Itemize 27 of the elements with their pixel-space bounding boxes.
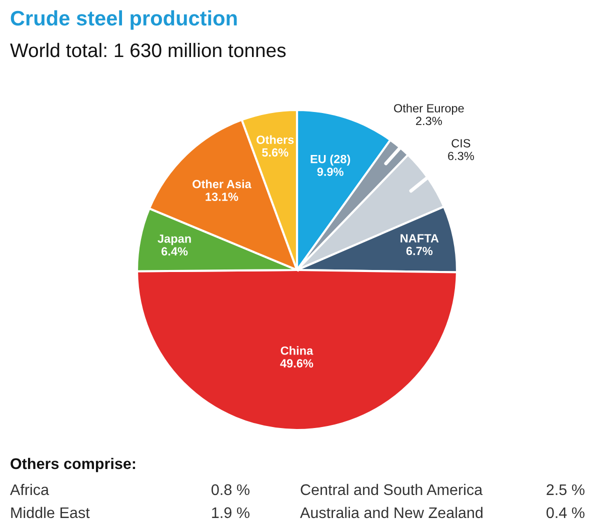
data-label: 6.4% — [162, 247, 188, 256]
data-label: 13.1% — [206, 192, 238, 201]
slice-label: China — [280, 346, 314, 355]
slice-label: NAFTA — [400, 234, 439, 242]
data-label: 9.9% — [317, 168, 344, 176]
slice-label: Other Europe — [394, 104, 464, 115]
text: 0.8 % — [212, 484, 250, 496]
text: Central and South America — [300, 484, 483, 496]
chart-subtitle: World total: 1 630 million tonnes — [10, 42, 286, 58]
text: 1.9 % — [212, 507, 250, 518]
text: Africa — [10, 484, 50, 496]
text: Middle East — [11, 506, 90, 518]
data-label: 6.3% — [448, 152, 474, 160]
slice-label: Japan — [158, 234, 191, 246]
data-label: 6.7% — [406, 246, 433, 256]
slice-label: CIS — [452, 139, 470, 148]
slice-label: EU (28) — [310, 154, 350, 166]
text: Others comprise: — [10, 458, 136, 472]
data-label: 2.3% — [416, 116, 442, 126]
text: 0.4 % — [546, 507, 584, 518]
slice-label: Others — [256, 135, 294, 144]
chart-title: Crude steel production — [10, 10, 237, 30]
text: Australia and New Zealand — [300, 506, 482, 518]
data-label: 5.6% — [262, 148, 288, 157]
slice-label: Other Asia — [192, 180, 252, 188]
text: 2.5 % — [546, 484, 584, 496]
data-label: 49.6% — [280, 359, 314, 368]
